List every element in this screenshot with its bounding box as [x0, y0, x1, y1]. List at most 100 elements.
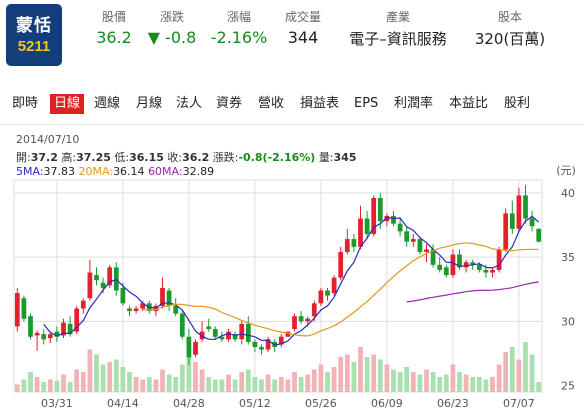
volume-bar [285, 379, 291, 392]
candle-body [87, 272, 93, 299]
volume-bar [457, 372, 462, 392]
quote-volume: 成交量 344 [276, 8, 330, 47]
candle-body [523, 195, 528, 219]
candle-body [193, 341, 198, 355]
volume-bar [331, 367, 337, 392]
candle-body [120, 287, 126, 304]
tab-dividend[interactable]: 股利 [504, 96, 531, 111]
candle-body [305, 318, 311, 322]
quote-capital: 股本 320(百萬) [466, 8, 554, 49]
candle-body [54, 331, 60, 337]
volume-bar [278, 377, 284, 392]
candle-body [285, 331, 291, 337]
candle-body [397, 223, 403, 232]
volume-bar [509, 347, 515, 392]
tab-daily[interactable]: 日線 [50, 94, 85, 114]
volume-bar [397, 372, 403, 392]
tab-profit-margin[interactable]: 利潤率 [394, 96, 434, 111]
candle-body [457, 254, 462, 268]
tab-institutional[interactable]: 法人 [176, 96, 203, 111]
ma-readout: 5MA:37.83 20MA:36.14 60MA:32.89 [16, 165, 215, 178]
candle-body [292, 316, 297, 330]
candle-body [536, 228, 542, 242]
candle-body [140, 303, 146, 309]
tab-monthly[interactable]: 月線 [136, 96, 163, 111]
volume-bar [47, 379, 53, 392]
candle-body [160, 287, 165, 306]
volume-bar [443, 374, 449, 392]
volume-bar [153, 379, 159, 392]
volume-bar [344, 354, 350, 392]
candle-body [21, 298, 27, 319]
low-value: 36.15 [129, 151, 164, 164]
volume-bar [265, 374, 271, 392]
volume-value: 345 [333, 151, 357, 164]
candle-body [338, 251, 344, 278]
volume-bar [34, 377, 40, 392]
candle-body [61, 322, 66, 336]
volume-bar [61, 374, 66, 392]
quote-industry: 產業 電子–資訊服務 [336, 8, 460, 49]
volume-bar [496, 364, 502, 392]
candle-body [232, 334, 238, 340]
tab-margin[interactable]: 資券 [216, 96, 243, 111]
x-tick-label: 06/23 [437, 397, 469, 410]
volume-bar [87, 349, 93, 392]
volume-bar [490, 377, 495, 392]
volume-bar [100, 364, 106, 392]
volume-bar [351, 362, 357, 392]
candle-body [351, 239, 357, 247]
volume-bar [318, 364, 324, 392]
tab-income-statement[interactable]: 損益表 [300, 96, 340, 111]
high-value: 37.25 [76, 151, 111, 164]
stock-name: 蒙恬 [16, 16, 52, 35]
y-tick-label: 30 [561, 315, 575, 328]
tab-eps[interactable]: EPS [354, 96, 379, 111]
volume-bar [113, 359, 119, 392]
candle-body [424, 249, 429, 252]
y-tick-label: 35 [561, 251, 575, 264]
candle-body [470, 262, 476, 265]
volume-bar [193, 362, 198, 392]
volume-bar [523, 342, 528, 392]
candle-body [437, 264, 443, 270]
ma60-line [406, 281, 539, 303]
tabs-divider [0, 124, 584, 125]
volume-bar [166, 374, 172, 392]
volume-bar [232, 379, 238, 392]
volume-bar [298, 377, 304, 392]
candle-body [219, 336, 225, 340]
x-tick-label: 07/07 [503, 397, 535, 410]
tab-pe-ratio[interactable]: 本益比 [449, 96, 489, 111]
candle-body [173, 305, 179, 314]
down-arrow-icon: ▼ [147, 28, 160, 47]
candles [14, 185, 542, 366]
tab-realtime[interactable]: 即時 [12, 96, 39, 111]
volume-bar [226, 374, 231, 392]
candle-body [529, 218, 535, 227]
candle-body [265, 339, 271, 350]
volume-bar [219, 379, 225, 392]
volume-bar [74, 369, 80, 392]
volume-bar [305, 374, 311, 392]
candle-body [226, 331, 231, 340]
volume-bar [417, 374, 423, 392]
volume-bar [120, 367, 126, 392]
candle-body [298, 316, 304, 322]
y-tick-label: 40 [561, 187, 575, 200]
candle-body [430, 249, 436, 265]
ma-lines [43, 215, 540, 346]
quote-volume-value: 344 [287, 28, 319, 47]
volume-bar [67, 382, 73, 392]
x-tick-label: 04/14 [107, 397, 139, 410]
volume-bar [54, 380, 60, 392]
volume-bar [173, 377, 179, 392]
quote-industry-value: 電子–資訊服務 [349, 30, 447, 48]
tab-weekly[interactable]: 週線 [94, 96, 121, 111]
volume-bars [14, 342, 542, 392]
volume-bar [94, 354, 99, 392]
candle-body [318, 290, 324, 304]
tab-revenue[interactable]: 營收 [258, 96, 285, 111]
quote-pct-label: 漲幅 [226, 10, 251, 24]
volume-bar [186, 354, 192, 392]
